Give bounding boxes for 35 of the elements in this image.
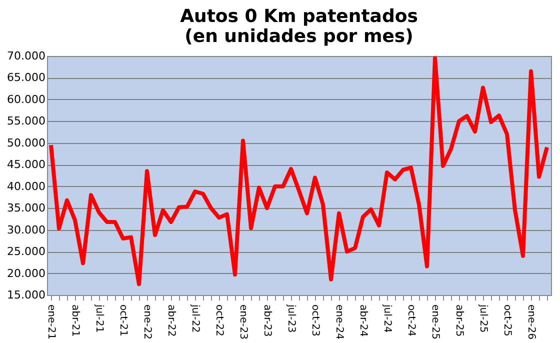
x-tick-label: jul-22 xyxy=(190,304,200,333)
x-tick-label: ene-22 xyxy=(142,304,152,340)
y-tick-label: 25.000 xyxy=(7,245,46,258)
y-tick-label: 65.000 xyxy=(7,71,46,84)
x-tick-label: jul-21 xyxy=(94,304,104,333)
x-tick-label: jul-23 xyxy=(286,304,296,333)
x-tick-label: oct-23 xyxy=(310,304,320,336)
y-tick-label: 35.000 xyxy=(7,202,46,215)
x-tick-label: ene-26 xyxy=(526,304,536,340)
x-tick-label: oct-25 xyxy=(502,304,512,336)
x-tick-label: abr-25 xyxy=(454,304,464,337)
x-tick-label: abr-22 xyxy=(166,304,176,337)
y-tick-label: 70.000 xyxy=(7,50,46,62)
y-tick-label: 30.000 xyxy=(7,223,46,236)
y-tick-label: 40.000 xyxy=(7,180,46,193)
chart-title: Autos 0 Km patentados (en unidades por mes) xyxy=(180,6,418,47)
y-tick-label: 45.000 xyxy=(7,158,46,172)
y-tick-label: 15.000 xyxy=(7,288,46,302)
x-tick-label: ene-25 xyxy=(430,304,440,340)
x-tick-label: ene-24 xyxy=(334,304,344,340)
y-tick-label: 55.000 xyxy=(7,114,46,128)
x-tick-label: abr-23 xyxy=(262,304,272,337)
x-tick-label: oct-24 xyxy=(406,304,416,336)
x-tick-label: jul-25 xyxy=(478,304,488,333)
x-tick-label: oct-21 xyxy=(118,304,128,336)
y-tick-label: 60.000 xyxy=(7,92,46,106)
line-series xyxy=(49,56,549,286)
y-tick-label: 50.000 xyxy=(7,136,46,150)
x-tick-label: ene-21 xyxy=(46,304,56,340)
x-tick-label: abr-21 xyxy=(70,304,80,337)
x-tick-label: abr-24 xyxy=(358,304,368,337)
x-tick-label: oct-22 xyxy=(214,304,224,336)
x-tick-label: ene-23 xyxy=(238,304,248,340)
y-tick-label: 20.000 xyxy=(7,266,46,280)
x-tick-label: jul-24 xyxy=(382,304,392,333)
